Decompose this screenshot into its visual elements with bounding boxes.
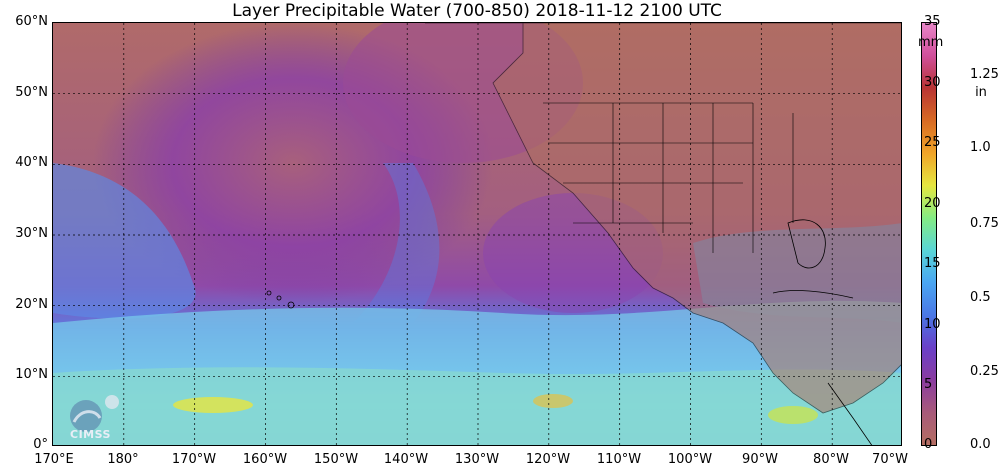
colorbar-in-tick: 1.0 <box>970 140 991 155</box>
lat-label: 10°N <box>15 367 48 382</box>
lon-label: 70°W <box>872 452 908 467</box>
colorbar-mm-tick: 25 <box>924 135 941 150</box>
hawaii-islands <box>266 290 295 309</box>
lat-label: 40°N <box>15 155 48 170</box>
moisture-filament <box>353 163 440 323</box>
colorbar-mm-tick: 35 <box>924 14 941 29</box>
colorbar-mm-tick: 0 <box>924 437 933 452</box>
colorbar-in-tick: 0.75 <box>970 216 999 231</box>
lat-label: 30°N <box>15 226 48 241</box>
colorbar-in-unit: in <box>975 85 987 100</box>
colorbar-mm-tick: 10 <box>924 317 941 332</box>
colorbar <box>921 22 937 446</box>
colorbar-in-tick: 0.25 <box>970 364 999 379</box>
lon-label: 130°W <box>454 452 500 467</box>
lon-label: 180° <box>107 452 139 467</box>
lat-label: 50°N <box>15 85 48 100</box>
lat-label: 0° <box>33 437 48 452</box>
lon-label: 80°W <box>813 452 849 467</box>
high-moisture-spot-2 <box>533 394 573 408</box>
lat-label: 20°N <box>15 297 48 312</box>
colorbar-in-tick: 0.0 <box>970 437 991 452</box>
colorbar-mm-tick: 5 <box>924 377 933 392</box>
colorbar-mm-tick: 20 <box>924 196 941 211</box>
high-moisture-spot-1 <box>173 397 253 413</box>
itcz-band <box>53 367 901 445</box>
moisture-plume-west <box>53 163 196 319</box>
lon-label: 110°W <box>596 452 642 467</box>
lon-label: 150°W <box>313 452 359 467</box>
map-title: Layer Precipitable Water (700-850) 2018-… <box>232 1 722 21</box>
map-panel <box>52 22 902 446</box>
colorbar-in-tick: 0.5 <box>970 290 991 305</box>
graticule <box>53 23 901 445</box>
lon-label: 100°W <box>667 452 713 467</box>
cuba-outline <box>772 290 854 299</box>
lat-label: 60°N <box>15 14 48 29</box>
lon-label: 160°W <box>242 452 288 467</box>
florida-outline <box>787 219 826 269</box>
precipitable-water-map <box>53 23 901 445</box>
lon-label: 90°W <box>742 452 778 467</box>
lon-label: 170°W <box>171 452 217 467</box>
colorbar-mm-tick: 15 <box>924 256 941 271</box>
lon-label: 140°W <box>383 452 429 467</box>
cimss-logo-icon <box>70 395 119 432</box>
colorbar-mm-tick: 30 <box>924 75 941 90</box>
south-america-coast <box>827 382 873 445</box>
colorbar-in-tick: 1.25 <box>970 67 999 82</box>
lon-label: 120°W <box>525 452 571 467</box>
high-moisture-spot-3 <box>768 406 818 424</box>
lon-label: 170°E <box>34 452 74 467</box>
colorbar-mm-unit: mm <box>918 35 944 50</box>
cimss-logo-text: CIMSS <box>70 428 111 441</box>
state-borders <box>543 102 794 253</box>
